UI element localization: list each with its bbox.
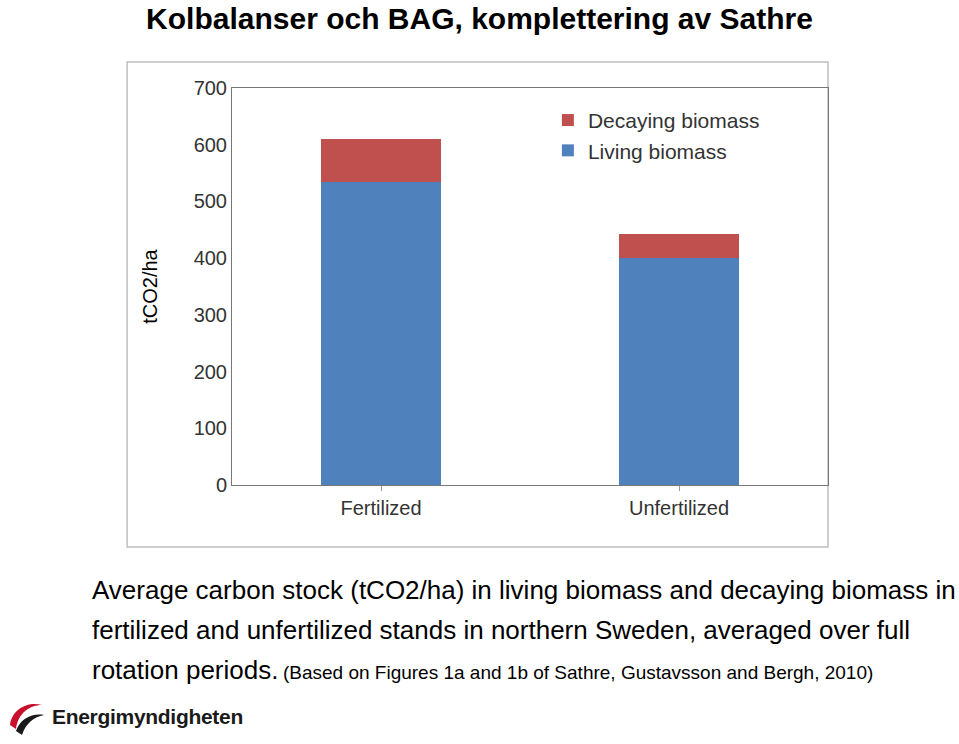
svg-text:tCO2/ha: tCO2/ha xyxy=(139,248,161,323)
svg-text:Living biomass: Living biomass xyxy=(588,140,727,163)
html-text:Energimyndigheten: Energimyndigheten xyxy=(52,705,243,728)
html-text:Average carbon stock (tCO2/ha): Average carbon stock (tCO2/ha) in living… xyxy=(92,575,956,685)
svg-text:Decaying biomass: Decaying biomass xyxy=(588,109,760,132)
svg-text:Unfertilized: Unfertilized xyxy=(629,497,729,519)
svg-text:0: 0 xyxy=(216,474,227,496)
svg-text:300: 300 xyxy=(194,304,227,326)
svg-text:700: 700 xyxy=(194,77,227,99)
svg-text:200: 200 xyxy=(194,361,227,383)
svg-text:400: 400 xyxy=(194,247,227,269)
svg-text:600: 600 xyxy=(194,134,227,156)
svg-text:Kolbalanser och BAG, komplette: Kolbalanser och BAG, komplettering av Sa… xyxy=(146,2,813,35)
svg-text:Fertilized: Fertilized xyxy=(340,497,421,519)
svg-text:100: 100 xyxy=(194,417,227,439)
svg-text:500: 500 xyxy=(194,190,227,212)
